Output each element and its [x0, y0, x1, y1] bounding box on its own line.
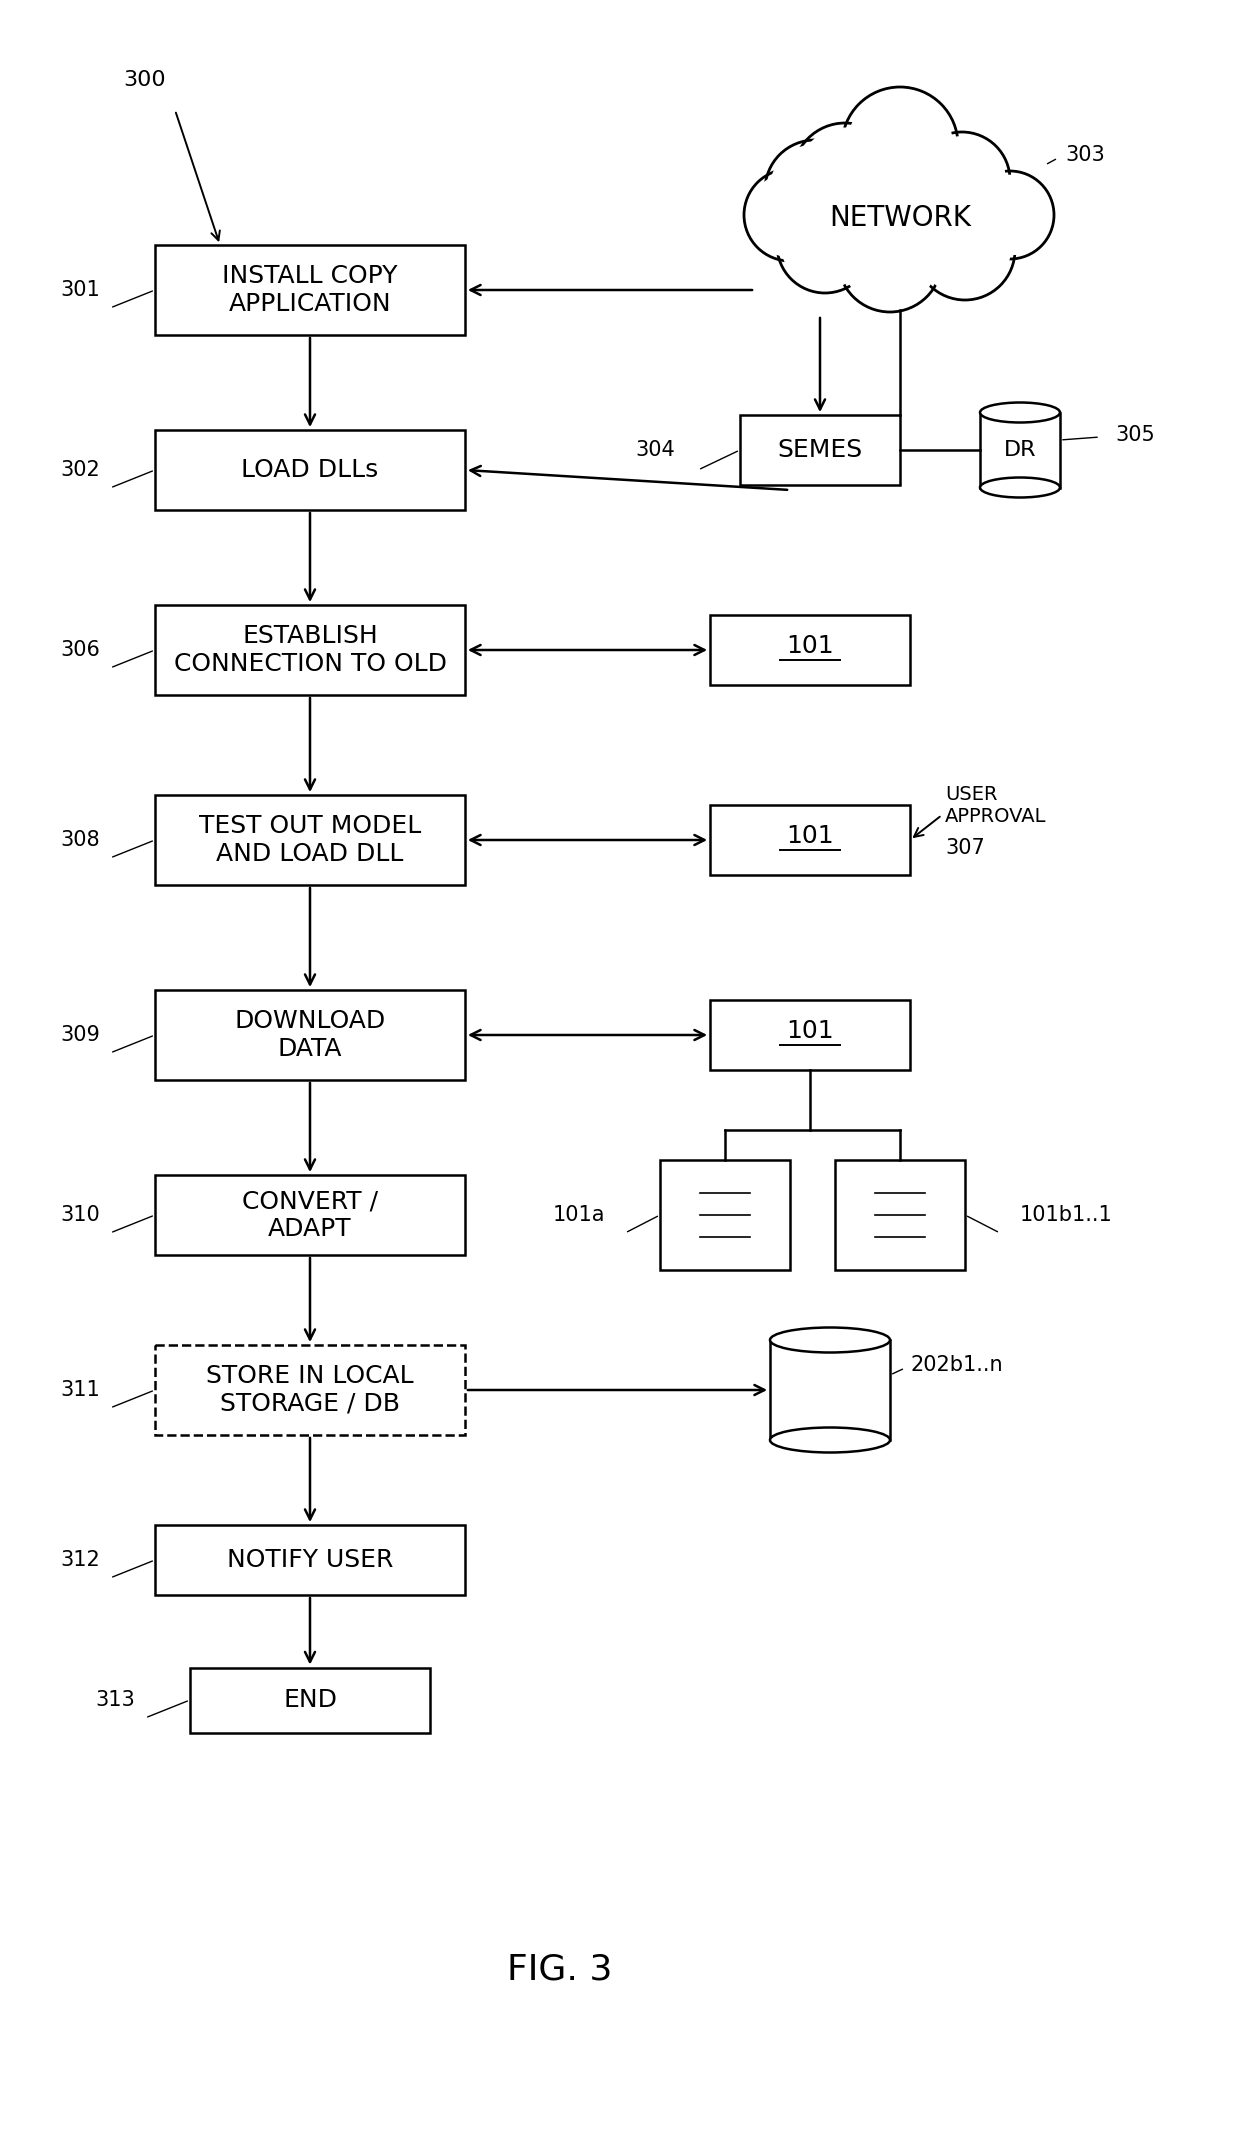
- Text: 301: 301: [61, 280, 100, 299]
- Bar: [155, 1525, 465, 1596]
- Circle shape: [765, 141, 866, 239]
- Text: USER
APPROVAL: USER APPROVAL: [945, 784, 1047, 824]
- Circle shape: [919, 137, 1006, 222]
- Text: DR: DR: [1003, 440, 1037, 459]
- Circle shape: [777, 197, 873, 293]
- Bar: [155, 604, 465, 694]
- Circle shape: [971, 175, 1049, 254]
- Text: 302: 302: [61, 459, 100, 481]
- Text: 305: 305: [1115, 425, 1154, 444]
- Circle shape: [799, 128, 892, 222]
- Ellipse shape: [980, 478, 1060, 498]
- Text: INSTALL COPY
APPLICATION: INSTALL COPY APPLICATION: [222, 265, 398, 316]
- Text: STORE IN LOCAL
STORAGE / DB: STORE IN LOCAL STORAGE / DB: [206, 1365, 414, 1416]
- Text: 309: 309: [60, 1025, 100, 1045]
- Text: 101: 101: [786, 634, 833, 658]
- Text: CONVERT /
ADAPT: CONVERT / ADAPT: [242, 1190, 378, 1241]
- Text: DOWNLOAD
DATA: DOWNLOAD DATA: [234, 1008, 386, 1062]
- Text: END: END: [283, 1687, 337, 1711]
- Text: 304: 304: [635, 440, 675, 459]
- Text: 101: 101: [786, 1019, 833, 1042]
- Text: 101b1..1: 101b1..1: [1021, 1205, 1112, 1226]
- Text: SEMES: SEMES: [777, 438, 863, 461]
- Text: LOAD DLLs: LOAD DLLs: [242, 457, 378, 483]
- Bar: [155, 246, 465, 335]
- Bar: [980, 412, 1060, 487]
- Ellipse shape: [770, 1427, 890, 1452]
- Text: 307: 307: [945, 837, 985, 859]
- Bar: [711, 615, 910, 686]
- Text: 300: 300: [124, 70, 166, 90]
- Text: NETWORK: NETWORK: [830, 205, 971, 233]
- Text: 101a: 101a: [553, 1205, 605, 1226]
- Circle shape: [770, 145, 861, 235]
- Bar: [155, 1175, 465, 1256]
- Bar: [835, 1160, 965, 1271]
- Ellipse shape: [980, 402, 1060, 423]
- Circle shape: [744, 169, 836, 261]
- Text: 202b1..n: 202b1..n: [910, 1354, 1003, 1376]
- Circle shape: [749, 173, 831, 256]
- Circle shape: [842, 88, 959, 203]
- Ellipse shape: [770, 1326, 890, 1352]
- Circle shape: [966, 171, 1054, 258]
- Circle shape: [843, 214, 936, 308]
- Ellipse shape: [765, 158, 1035, 273]
- Text: 303: 303: [1065, 145, 1105, 164]
- Text: FIG. 3: FIG. 3: [507, 1952, 613, 1986]
- Bar: [770, 1339, 890, 1440]
- Bar: [711, 1000, 910, 1070]
- Text: NOTIFY USER: NOTIFY USER: [227, 1549, 393, 1572]
- Ellipse shape: [755, 150, 1045, 280]
- Text: 311: 311: [61, 1380, 100, 1399]
- Circle shape: [794, 124, 897, 226]
- Bar: [190, 1668, 430, 1732]
- Circle shape: [781, 201, 868, 288]
- Text: 310: 310: [61, 1205, 100, 1226]
- Bar: [711, 805, 910, 876]
- Bar: [155, 989, 465, 1081]
- Text: 308: 308: [61, 831, 100, 850]
- Circle shape: [848, 92, 952, 197]
- Bar: [155, 429, 465, 511]
- Text: 101: 101: [786, 824, 833, 848]
- Circle shape: [920, 205, 1011, 295]
- Text: ESTABLISH
CONNECTION TO OLD: ESTABLISH CONNECTION TO OLD: [174, 624, 446, 675]
- Circle shape: [838, 207, 942, 312]
- Bar: [660, 1160, 790, 1271]
- Text: TEST OUT MODEL
AND LOAD DLL: TEST OUT MODEL AND LOAD DLL: [198, 814, 422, 865]
- Circle shape: [915, 201, 1016, 299]
- Bar: [155, 1346, 465, 1435]
- Bar: [740, 414, 900, 485]
- Circle shape: [914, 132, 1011, 229]
- Text: 312: 312: [61, 1551, 100, 1570]
- Bar: [155, 795, 465, 884]
- Text: 313: 313: [95, 1690, 135, 1711]
- Text: 306: 306: [60, 641, 100, 660]
